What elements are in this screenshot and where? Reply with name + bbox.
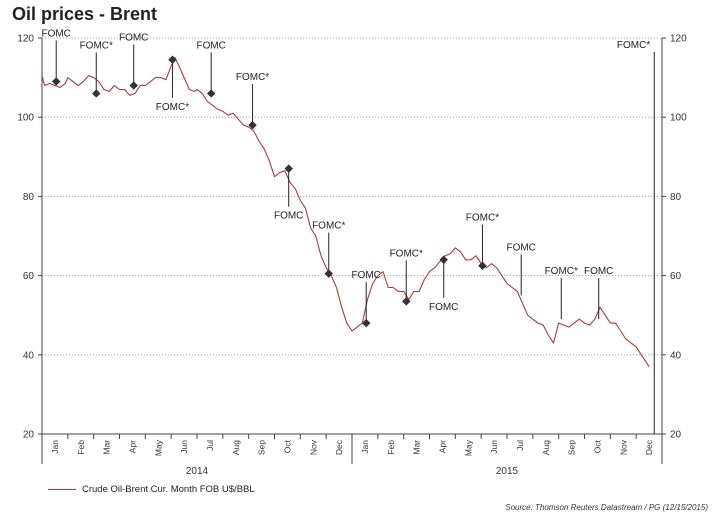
fomc-annotation: FOMC: [351, 270, 381, 328]
x-tick-label: Jul: [515, 440, 525, 451]
x-tick-label: Oct: [282, 439, 292, 453]
x-tick-label: Sep: [567, 440, 577, 455]
series-group: [41, 56, 650, 367]
annotation-label: FOMC: [584, 266, 613, 277]
annotation-label: FOMC*: [545, 266, 578, 277]
y-tick-label-right: 80: [670, 192, 682, 203]
x-tick-label: Dec: [334, 439, 344, 455]
x-tick-label: Nov: [308, 439, 318, 455]
x-tick-label: May: [153, 439, 163, 456]
fomc-annotation: FOMC: [429, 255, 458, 313]
fomc-annotation: FOMC*: [156, 55, 189, 113]
y-tick-label-left: 100: [17, 113, 34, 124]
x-tick-label: Feb: [386, 440, 396, 455]
x-tick-label: Jul: [205, 440, 215, 451]
annotation-label: FOMC: [119, 33, 148, 44]
annotation-label: FOMC*: [466, 213, 499, 224]
annotation-marker: [168, 55, 177, 65]
x-axis: Jan Feb Mar Apr May Jun Jul Aug Sep Oct Nov Dec Jan F…: [41, 433, 663, 477]
fomc-annotation: FOMC*: [466, 213, 499, 270]
legend-swatch: [48, 489, 76, 490]
x-tick-label: Jan: [360, 440, 370, 454]
x-tick-label: Nov: [618, 439, 628, 455]
fomc-annotation: FOMC*: [236, 72, 269, 130]
x-tick-label: Jan: [50, 440, 60, 454]
annotation-label: FOMC: [196, 40, 225, 51]
annotation-marker: [284, 164, 293, 173]
annotation-label: FOMC*: [80, 40, 113, 51]
annotation-marker: [206, 89, 216, 98]
grid-lines: [42, 37, 662, 356]
fomc-annotation: FOMC*: [617, 40, 655, 434]
x-tick-label: Aug: [541, 440, 551, 455]
year-label: 2015: [496, 466, 519, 477]
annotation-marker: [92, 89, 101, 98]
x-tick-label: Mar: [412, 440, 422, 455]
y-tick-label-left: 120: [17, 34, 34, 45]
year-label: 2014: [186, 466, 209, 477]
annotation-marker: [439, 255, 448, 265]
annotation-label: FOMC*: [617, 40, 650, 51]
x-tick-label: Feb: [76, 440, 86, 455]
y-tick-label-left: 80: [23, 192, 35, 203]
annotation-marker: [361, 318, 371, 328]
annotation-group: FOMC FOMC* FOMC FOMC* FOMC FOMC* FOMC FOMC* FOMC…: [41, 29, 655, 434]
fomc-annotation: FOMC*: [390, 248, 423, 306]
x-tick-label: May: [463, 439, 473, 456]
fomc-annotation: FOMC: [196, 40, 226, 98]
annotation-label: FOMC*: [236, 72, 269, 83]
y-tick-label-right: 20: [670, 430, 682, 441]
annotation-label: FOMC*: [390, 248, 423, 259]
y-axis-right: 20 40 60 80 100 120: [661, 34, 687, 441]
y-tick-label-left: 60: [23, 271, 35, 282]
fomc-annotation: FOMC: [584, 266, 613, 320]
annotation-label: FOMC*: [312, 221, 345, 232]
annotation-label: FOMC: [351, 270, 380, 281]
fomc-annotation: FOMC: [119, 33, 148, 90]
x-tick-label: Sep: [257, 440, 267, 455]
x-tick-label: Dec: [644, 439, 654, 455]
y-tick-label-left: 40: [23, 350, 35, 361]
source-note: Source: Thomson Reuters Datastream / PG …: [505, 503, 708, 512]
y-axis-left: 20 40 60 80 100 120: [17, 34, 43, 441]
annotation-marker: [129, 81, 138, 90]
fomc-annotation: FOMC: [41, 29, 71, 86]
annotation-marker: [51, 77, 61, 86]
annotation-marker: [324, 269, 333, 278]
y-tick-label-right: 100: [670, 113, 687, 124]
series-line: [41, 56, 650, 367]
fomc-annotation: FOMC*: [80, 40, 113, 98]
x-tick-label: Mar: [102, 440, 112, 455]
y-tick-label-right: 120: [670, 34, 687, 45]
annotation-label: FOMC: [274, 211, 303, 222]
fomc-annotation: FOMC*: [545, 266, 578, 320]
fomc-annotation: FOMC*: [312, 221, 346, 278]
y-tick-label-right: 40: [670, 350, 682, 361]
fomc-annotation: FOMC: [506, 242, 536, 296]
annotation-marker: [402, 297, 411, 306]
x-tick-label: Jun: [179, 440, 189, 454]
x-tick-label: Apr: [127, 440, 137, 453]
x-tick-label: Jun: [489, 440, 499, 454]
chart-title: Oil prices - Brent: [12, 4, 158, 24]
y-tick-label-left: 20: [23, 430, 35, 441]
annotation-label: FOMC: [429, 302, 458, 313]
annotation-label: FOMC*: [156, 102, 189, 113]
annotation-marker: [478, 261, 487, 270]
x-tick-label: Aug: [231, 440, 241, 455]
y-tick-label-right: 60: [670, 271, 682, 282]
legend: Crude Oil-Brent Cur. Month FOB U$/BBL: [48, 484, 255, 495]
legend-label: Crude Oil-Brent Cur. Month FOB U$/BBL: [82, 484, 255, 495]
x-tick-label: Oct: [592, 439, 602, 453]
annotation-label: FOMC: [41, 29, 70, 40]
annotation-label: FOMC: [506, 242, 535, 253]
fomc-annotation: FOMC: [274, 164, 303, 222]
x-tick-label: Apr: [437, 440, 447, 453]
